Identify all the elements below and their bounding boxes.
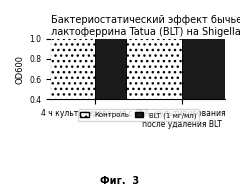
Bar [126, 15, 182, 100]
Y-axis label: OD600: OD600 [15, 55, 24, 84]
Legend: Контроль, BLT (1 мг/мл): Контроль, BLT (1 мг/мл) [78, 109, 199, 121]
Text: Бактериостатический эффект бычьего
лактоферрина Tatua (BLT) на Shigella: Бактериостатический эффект бычьего лакто… [51, 15, 240, 37]
Bar [182, 19, 237, 100]
Bar [39, 24, 95, 100]
Bar [95, 38, 150, 100]
Text: Фиг.  3: Фиг. 3 [100, 176, 140, 186]
